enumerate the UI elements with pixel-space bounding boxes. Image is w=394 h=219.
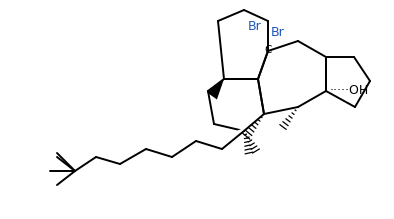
Text: ·····OH: ·····OH: [330, 85, 369, 97]
Text: Br: Br: [271, 26, 285, 39]
Text: Br: Br: [248, 20, 262, 33]
Text: C: C: [264, 45, 272, 55]
Polygon shape: [207, 79, 224, 99]
